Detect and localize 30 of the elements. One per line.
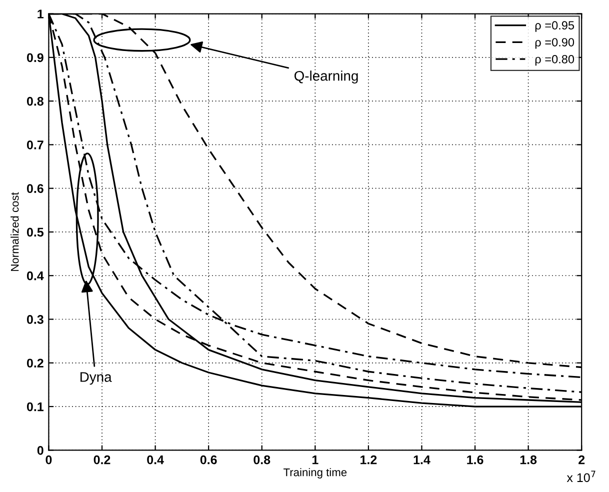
y-tick-label: 0.4 <box>26 271 44 280</box>
legend-label: ρ =0.90 <box>535 38 574 49</box>
y-tick-label: 0.2 <box>26 358 44 368</box>
y-tick-label: 0.8 <box>26 96 44 106</box>
x-axis-title: Training time <box>284 468 347 478</box>
x-tick-label: 2 <box>578 455 585 464</box>
y-tick-label: 0.3 <box>26 315 44 324</box>
y-tick-label: 1 <box>38 10 44 18</box>
x-tick-label: 1.8 <box>520 455 537 464</box>
text: x 10$^{7}$ <box>566 470 596 482</box>
x-tick-label: 0.4 <box>147 455 164 464</box>
y-axis-title: Normalized cost <box>10 192 19 271</box>
x-tick-label: 0.2 <box>94 455 110 464</box>
annotation: Q-learning <box>294 70 358 84</box>
y-tick-label: 0.9 <box>26 53 44 62</box>
y-tick-label: 0.1 <box>26 402 44 412</box>
y-tick-label: 0.6 <box>26 184 44 193</box>
x-tick-label: 1 <box>312 456 318 464</box>
x-tick-label: 1.2 <box>360 455 377 464</box>
annotation: Dyna <box>80 372 112 385</box>
y-tick-label: 0.7 <box>26 140 44 150</box>
legend-label: ρ =0.80 <box>535 54 574 66</box>
x-tick-label: 0 <box>46 455 52 464</box>
y-tick-label: 0 <box>37 446 44 455</box>
x-tick-label: 0.6 <box>200 455 217 464</box>
x-tick-label: 0.8 <box>254 455 270 464</box>
legend-label: ρ =0.95 <box>535 21 574 32</box>
y-tick-label: 0.5 <box>26 228 44 237</box>
x-tick-label: 1.6 <box>467 455 484 464</box>
x-tick-label: 1.4 <box>414 456 430 464</box>
